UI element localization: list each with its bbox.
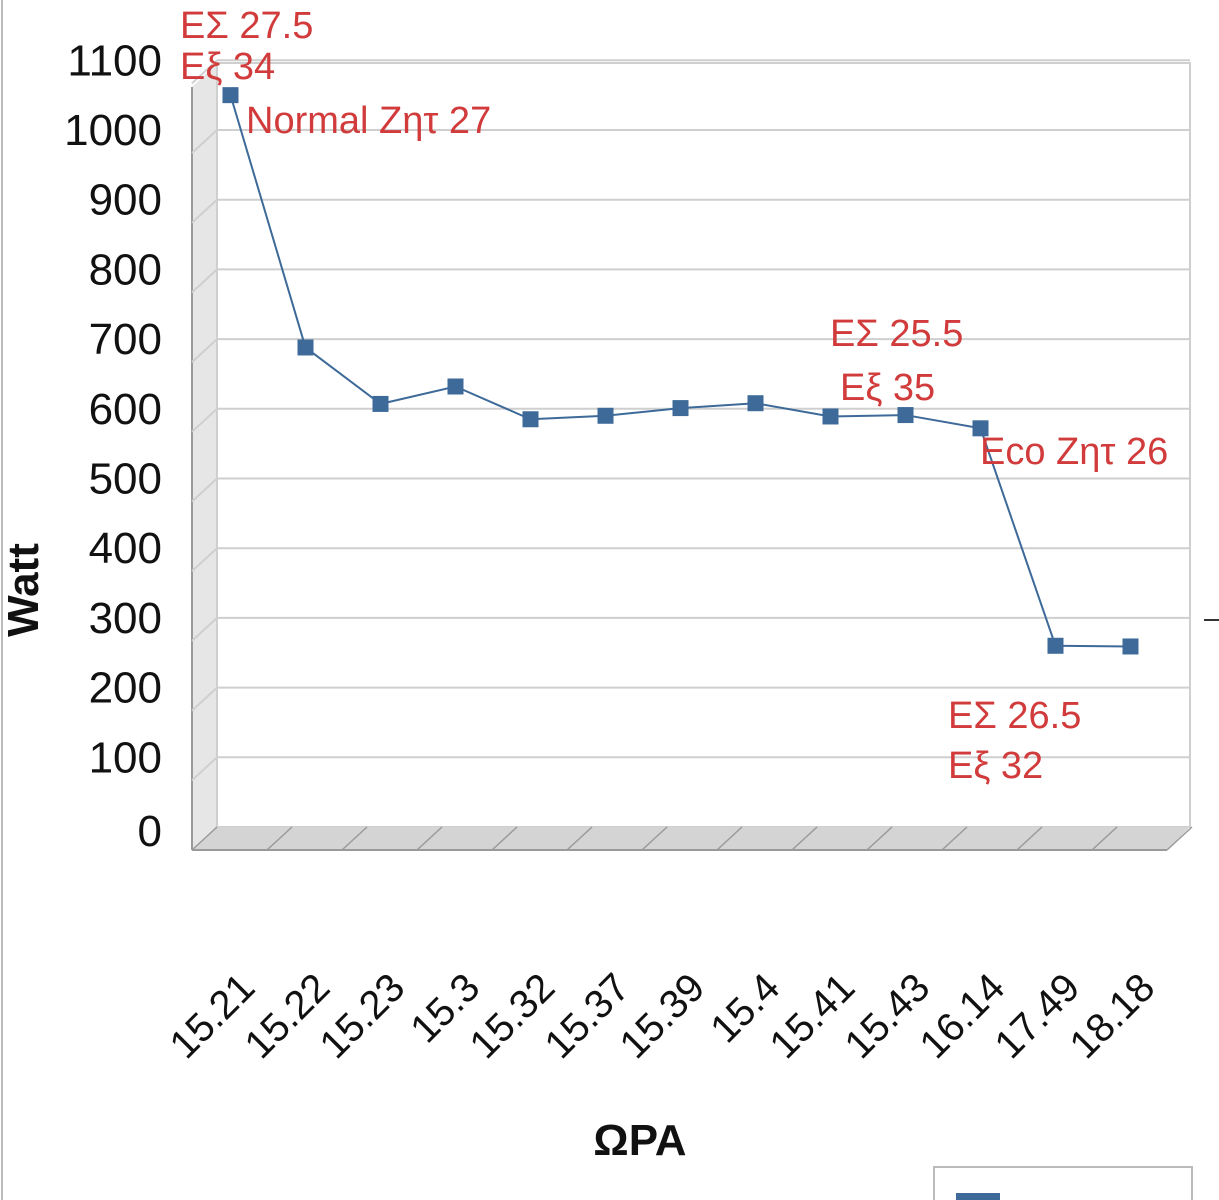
annotation-3: Normal Ζητ 27 xyxy=(246,100,491,142)
gridline-side xyxy=(191,338,218,363)
floor-divider xyxy=(491,826,518,851)
data-point xyxy=(822,408,839,425)
annotation-5: Εξ 35 xyxy=(840,367,935,409)
y-tick-label: 1100 xyxy=(67,36,162,85)
data-point xyxy=(747,395,764,412)
data-point xyxy=(522,411,539,428)
series-line xyxy=(229,94,1131,648)
floor-divider xyxy=(641,826,668,851)
x-tick-label: 15.22 xyxy=(236,965,338,1067)
gridline-side xyxy=(191,617,218,642)
data-point xyxy=(972,420,989,437)
floor-divider xyxy=(941,826,968,851)
y-axis-title: Watt xyxy=(0,543,48,637)
x-axis-title: ΩΡΑ xyxy=(593,1116,686,1165)
floor-dividers xyxy=(191,826,1193,851)
x-tick-label: 15.41 xyxy=(761,965,863,1067)
gridline-side xyxy=(191,477,218,503)
x-tick-label: 16.14 xyxy=(911,965,1013,1067)
floor-divider xyxy=(191,826,218,851)
annotation-1: ΕΣ 27.5 xyxy=(180,5,313,47)
floor-divider xyxy=(416,826,443,851)
data-point xyxy=(1122,638,1139,655)
annotation-8: Εξ 32 xyxy=(948,745,1043,787)
annotation-4: ΕΣ 25.5 xyxy=(830,313,963,355)
y-tick-label: 700 xyxy=(89,315,162,364)
y-tick-label: 800 xyxy=(89,245,162,294)
floor-divider xyxy=(1166,826,1193,851)
floor-divider xyxy=(716,826,743,851)
floor-divider xyxy=(266,826,293,851)
data-point xyxy=(372,395,389,412)
data-point xyxy=(447,378,464,395)
x-tick-label: 15.43 xyxy=(836,965,938,1067)
y-tick-label: 0 xyxy=(138,807,162,856)
gridlines xyxy=(191,59,1190,782)
y-tick-label: 300 xyxy=(89,594,162,643)
y-tick-label: 200 xyxy=(89,664,162,713)
gridline-side xyxy=(191,686,218,712)
gridline-side xyxy=(191,198,218,224)
floor-divider xyxy=(341,826,368,851)
x-tick-labels: 15.2115.2215.2315.315.3215.3715.3915.415… xyxy=(161,965,1163,1067)
x-tick-label: 15.21 xyxy=(161,965,263,1067)
annotation-2: Εξ 34 xyxy=(180,46,275,88)
gridline-side xyxy=(191,408,218,433)
data-point xyxy=(897,407,914,424)
gridline-side xyxy=(191,547,218,572)
x-tick-label: 15.39 xyxy=(611,965,713,1067)
floor xyxy=(192,827,1190,850)
floor-divider xyxy=(566,826,593,851)
x-tick-label: 18.18 xyxy=(1061,965,1163,1067)
y-tick-label: 600 xyxy=(89,385,162,434)
data-point xyxy=(672,400,689,417)
floor-divider xyxy=(1016,826,1043,851)
floor-divider xyxy=(866,826,893,851)
floor-divider xyxy=(791,826,818,851)
left-wall xyxy=(192,63,217,850)
y-tick-labels: 0 100 200 300 400 500 600 700 800 900 1000 1100 xyxy=(64,36,162,856)
x-tick-label: 15.37 xyxy=(536,965,638,1067)
gridline-side xyxy=(191,59,218,85)
y-tick-label: 100 xyxy=(89,733,162,782)
y-tick-label: 400 xyxy=(89,524,162,573)
floor-divider xyxy=(1091,826,1118,851)
data-point xyxy=(297,339,314,356)
annotation-7: ΕΣ 26.5 xyxy=(948,695,1081,737)
x-tick-label: 15.32 xyxy=(461,965,563,1067)
annotation-6: Eco Ζητ 26 xyxy=(980,431,1168,473)
y-tick-label: 500 xyxy=(89,455,162,504)
y-tick-label: 1000 xyxy=(64,106,162,155)
data-point xyxy=(597,407,614,424)
x-tick-label: 17.49 xyxy=(986,965,1088,1067)
data-point xyxy=(222,87,239,104)
series-group xyxy=(222,87,1139,655)
gridline-side xyxy=(191,129,218,154)
x-tick-label: 15.23 xyxy=(311,965,413,1067)
gridline-side xyxy=(191,268,218,294)
y-tick-label: 900 xyxy=(89,176,162,225)
legend-swatch xyxy=(956,1193,1000,1200)
gridline-side xyxy=(191,756,218,782)
data-point xyxy=(1047,637,1064,654)
